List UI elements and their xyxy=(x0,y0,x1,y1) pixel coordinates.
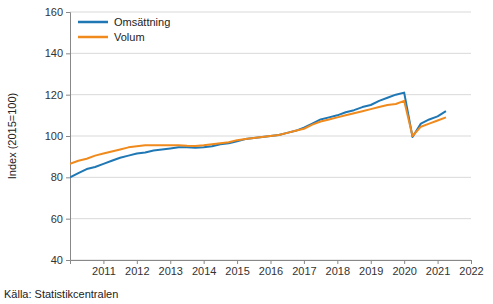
lines xyxy=(70,93,446,178)
x-tick-label: 2015 xyxy=(225,265,249,277)
series-line xyxy=(70,101,446,164)
x-tick-mark xyxy=(471,260,472,264)
grid-line xyxy=(70,53,471,54)
x-tick-mark xyxy=(337,260,338,264)
x-tick: 2011 xyxy=(92,260,116,277)
source: Källa: Statistikcentralen xyxy=(4,288,118,300)
grid-line xyxy=(70,12,471,13)
legend-label: Volum xyxy=(114,31,145,43)
x-tick-mark xyxy=(137,260,138,264)
x-tick-mark xyxy=(404,260,405,264)
x-tick: 2014 xyxy=(192,260,216,277)
x-tick-mark xyxy=(103,260,104,264)
y-axis-title: Index (2015=100) xyxy=(6,93,18,180)
x-tick: 2013 xyxy=(159,260,183,277)
chart: 4060801001201401602011201220132014201520… xyxy=(0,0,493,304)
legend-swatch xyxy=(78,21,108,24)
y-tick-label: 80 xyxy=(51,171,63,183)
x-tick-mark xyxy=(271,260,272,264)
series-line xyxy=(70,93,446,178)
y-tick-mark xyxy=(66,260,70,261)
y-tick: 80 xyxy=(51,171,70,183)
x-tick: 2022 xyxy=(459,260,483,277)
legend-label: Omsättning xyxy=(114,16,170,28)
x-tick: 2019 xyxy=(359,260,383,277)
x-tick-mark xyxy=(438,260,439,264)
x-tick: 2016 xyxy=(259,260,283,277)
x-tick-mark xyxy=(371,260,372,264)
y-tick-label: 160 xyxy=(45,6,63,18)
x-tick: 2018 xyxy=(326,260,350,277)
x-tick-mark xyxy=(170,260,171,264)
x-tick-label: 2021 xyxy=(426,265,450,277)
y-tick: 100 xyxy=(45,130,70,142)
grid-line xyxy=(70,94,471,95)
x-tick-label: 2020 xyxy=(392,265,416,277)
x-tick-label: 2019 xyxy=(359,265,383,277)
y-tick-mark xyxy=(66,12,70,13)
x-tick-label: 2014 xyxy=(192,265,216,277)
y-tick-mark xyxy=(66,53,70,54)
y-tick-mark xyxy=(66,219,70,220)
y-tick-label: 40 xyxy=(51,254,63,266)
grid-line xyxy=(70,177,471,178)
x-tick-label: 2012 xyxy=(125,265,149,277)
y-tick-mark xyxy=(66,177,70,178)
y-axis-line xyxy=(66,13,71,261)
plot: 4060801001201401602011201220132014201520… xyxy=(45,6,484,277)
x-tick-label: 2016 xyxy=(259,265,283,277)
legend: Omsättning Volum xyxy=(78,16,170,43)
x-tick: 2012 xyxy=(125,260,149,277)
y-tick: 40 xyxy=(51,254,70,266)
x-axis-line xyxy=(71,261,472,265)
x-tick: 2017 xyxy=(292,260,316,277)
legend-item: Omsättning xyxy=(78,16,170,28)
y-tick-mark xyxy=(66,136,70,137)
y-tick: 160 xyxy=(45,6,70,18)
y-tick-mark xyxy=(66,95,70,96)
y-tick: 60 xyxy=(51,213,70,225)
y-tick: 140 xyxy=(45,47,70,59)
x-tick: 2021 xyxy=(426,260,450,277)
x-tick-label: 2013 xyxy=(159,265,183,277)
x-tick-label: 2017 xyxy=(292,265,316,277)
y-axis: 40 60 80 100 120 140 160 xyxy=(45,6,71,266)
legend-item: Volum xyxy=(78,31,145,43)
x-tick-mark xyxy=(237,260,238,264)
y-tick: 120 xyxy=(45,89,70,101)
x-tick-label: 2011 xyxy=(92,265,116,277)
x-tick: 2020 xyxy=(392,260,416,277)
legend-swatch xyxy=(78,36,108,39)
grid-line xyxy=(70,218,471,219)
x-tick-label: 2018 xyxy=(326,265,350,277)
x-tick: 2015 xyxy=(225,260,249,277)
x-tick-mark xyxy=(304,260,305,264)
y-tick-label: 140 xyxy=(45,47,63,59)
y-tick-label: 120 xyxy=(45,89,63,101)
x-tick-label: 2022 xyxy=(459,265,483,277)
grid xyxy=(70,12,471,260)
y-tick-label: 60 xyxy=(51,213,63,225)
y-tick-label: 100 xyxy=(45,130,63,142)
x-tick-mark xyxy=(204,260,205,264)
x-axis: 2011 2012 2013 2014 2015 2016 2017 2018 2019 2020… xyxy=(71,260,484,277)
